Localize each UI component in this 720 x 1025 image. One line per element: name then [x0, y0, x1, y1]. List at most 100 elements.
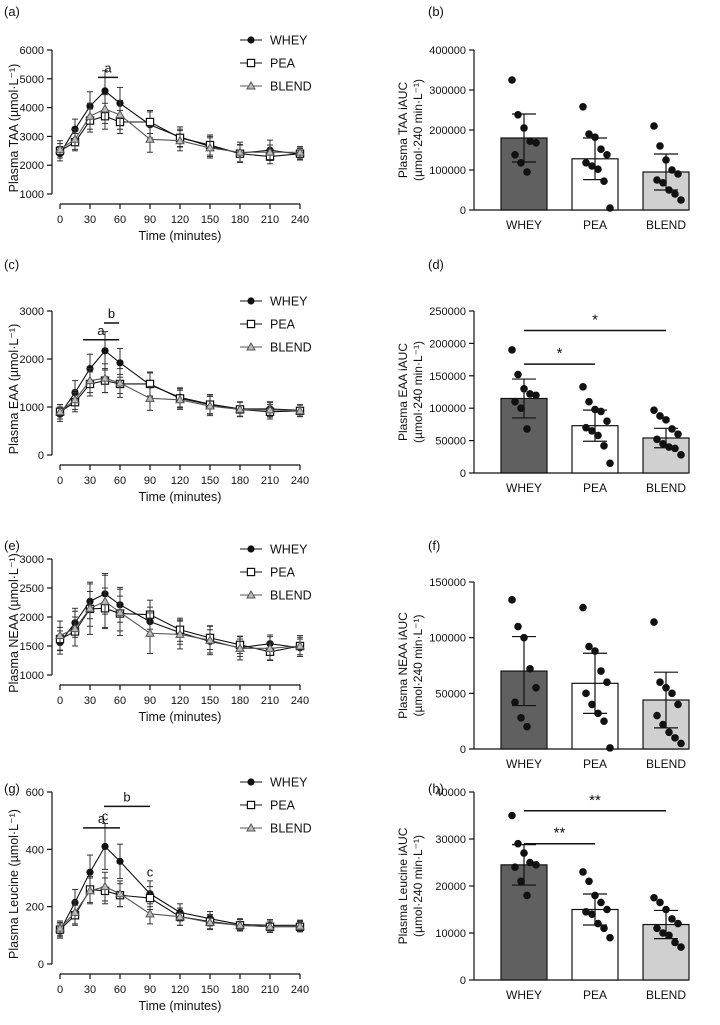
x-tick-label: PEA: [583, 988, 607, 1002]
legend-label: WHEY: [270, 34, 308, 48]
data-point: [520, 124, 528, 132]
data-point: [145, 893, 155, 903]
panel-c: (c) 0 1000 2000 3000 0 30 60 90 120 150 180 210 240 Ti…: [4, 257, 312, 504]
data-point: [650, 122, 658, 130]
data-point: [653, 711, 661, 720]
data-point: [656, 898, 664, 907]
data-point: [511, 863, 519, 871]
x-tick-label: PEA: [583, 218, 607, 232]
panel-f: (f) 0 50000 100000 150000 Plasma NEAA iAUC (µm…: [396, 538, 690, 771]
y-tick-label: 5000: [20, 74, 44, 86]
data-point: [662, 416, 670, 424]
data-point: [116, 359, 124, 367]
x-axis-label: Time (minutes): [139, 710, 222, 724]
data-point: [100, 596, 110, 605]
data-point: [597, 667, 605, 675]
data-point: [659, 929, 667, 937]
data-point: [101, 347, 109, 355]
data-point: [662, 156, 670, 164]
legend-label: PEA: [270, 57, 296, 71]
data-point: [55, 144, 65, 153]
legend-marker: [247, 297, 255, 305]
x-tick-label: 150: [201, 984, 219, 996]
legend-label: BLEND: [270, 822, 312, 836]
x-tick-label: 240: [291, 695, 309, 707]
legend-label: BLEND: [270, 80, 312, 94]
y-axis-label: (µmol·240 min·L⁻¹): [411, 79, 425, 181]
data-point: [585, 877, 593, 886]
data-point: [600, 441, 608, 450]
data-point: [235, 643, 245, 652]
significance-label: c: [147, 865, 154, 880]
series-blend: [55, 363, 305, 420]
y-tick-label: 200: [26, 902, 44, 914]
data-point: [517, 877, 525, 886]
data-point: [579, 868, 587, 876]
data-point: [668, 425, 676, 433]
data-point: [85, 375, 95, 385]
y-tick-label: 100000: [429, 403, 466, 415]
y-tick-label: 30000: [435, 834, 466, 846]
data-point: [606, 744, 614, 752]
data-point: [175, 394, 185, 404]
data-point: [603, 678, 611, 686]
y-axis-label: Plasma TAA (µmol·L⁻¹): [7, 64, 21, 193]
data-point: [55, 923, 65, 932]
legend: WHEY PEA BLEND: [240, 543, 312, 603]
data-point: [508, 76, 516, 84]
y-tick-label: 3000: [20, 554, 44, 566]
data-point: [606, 933, 614, 942]
y-tick-label: 2000: [20, 612, 44, 624]
x-tick-label: 180: [231, 984, 249, 996]
legend: WHEY PEA BLEND: [240, 295, 312, 355]
data-point: [588, 162, 596, 170]
data-point: [591, 647, 599, 655]
data-point: [591, 405, 599, 414]
data-point: [665, 931, 673, 940]
x-tick-label: 30: [84, 695, 96, 707]
data-point: [517, 159, 525, 167]
y-axis-label: Plasma EAA (µmol·L⁻¹): [7, 324, 21, 455]
data-point: [526, 390, 534, 398]
data-point: [659, 179, 667, 187]
data-point: [603, 151, 611, 159]
data-point: [579, 603, 587, 612]
annotation-label: a: [104, 60, 112, 75]
data-point: [101, 842, 109, 851]
legend-marker: [246, 567, 256, 577]
data-point: [526, 858, 534, 867]
panel-h: (h) 0 10000 20000 30000 40000 Plasma Leucine i…: [396, 781, 690, 1002]
data-point: [594, 165, 602, 173]
x-axis-label: Time (minutes): [139, 490, 222, 504]
data-point: [145, 393, 155, 402]
data-point: [662, 683, 670, 692]
x-tick-label: 60: [114, 984, 126, 996]
data-point: [526, 137, 534, 145]
y-tick-label: 250000: [429, 306, 466, 318]
x-tick-label: 0: [57, 695, 63, 707]
data-point: [526, 665, 534, 673]
y-axis-label: (µmol·240 min·L⁻¹): [411, 615, 425, 717]
y-tick-label: 150000: [429, 371, 466, 383]
x-tick-label: PEA: [583, 481, 607, 495]
data-point: [514, 622, 522, 631]
data-point: [677, 943, 685, 951]
x-tick-label: 90: [144, 695, 156, 707]
data-point: [582, 423, 590, 432]
legend: WHEY PEA BLEND: [240, 776, 312, 836]
data-point: [668, 689, 676, 698]
data-point: [514, 370, 522, 379]
data-point: [235, 147, 245, 156]
data-point: [295, 640, 305, 650]
data-point: [650, 406, 658, 414]
y-tick-label: 1000: [20, 402, 44, 414]
y-tick-label: 40000: [435, 787, 466, 799]
panel-label: (f): [428, 538, 440, 553]
y-tick-label: 200000: [429, 125, 466, 137]
x-tick-label: 150: [201, 475, 219, 487]
x-tick-label: WHEY: [506, 218, 542, 232]
x-tick-label: 30: [84, 475, 96, 487]
data-point: [606, 204, 614, 212]
data-point: [101, 87, 109, 95]
